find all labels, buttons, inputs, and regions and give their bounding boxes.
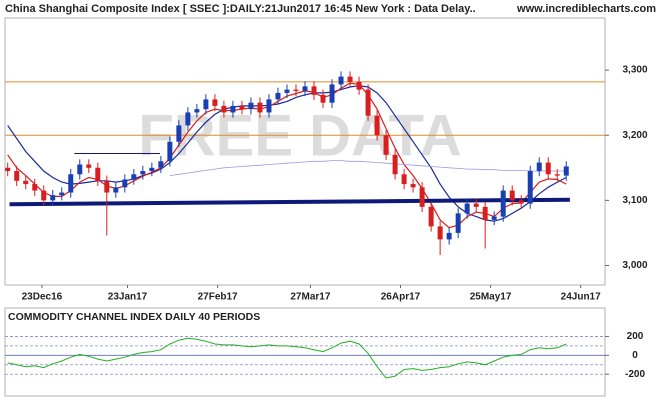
candle-body [536,162,542,172]
candle-body [158,161,164,168]
candle-body [50,195,56,201]
candle-body [113,187,119,193]
candle-body [338,76,344,85]
x-tick-label: 24Jun17 [561,292,601,303]
candle-body [554,174,560,176]
candle-body [320,94,326,103]
y-tick-label: -200 [625,369,645,380]
candle-body [104,180,110,193]
candle-body [365,89,371,116]
candle-body [545,162,551,175]
candle-body [527,171,533,204]
candle-body [32,184,38,191]
y-tick-label: 200 [627,331,644,342]
y-tick-label: 3,200 [622,130,647,141]
candle-body [248,102,254,110]
candle-body [284,89,290,93]
candle-body [203,99,209,110]
candle-body [257,102,263,113]
candle-body [329,84,335,103]
moving-average [7,85,567,222]
candle-body [239,105,245,110]
candle-body [59,192,65,196]
candle-body [518,200,524,204]
candle-body [509,190,515,201]
candle-body [23,180,29,185]
cci-line [7,337,567,379]
candle-body [230,105,236,113]
candle-body [194,109,200,113]
candle-body [482,206,488,220]
watermark: FREE DATA [138,103,461,168]
candle-body [122,179,128,188]
y-tick-label: 3,100 [622,195,647,206]
moving-average [169,160,567,176]
candle-body [176,125,182,142]
candle-body [446,232,452,240]
candle-body [374,115,380,136]
candle-body [356,81,362,90]
price-panel [4,17,606,286]
candle-body [383,135,389,155]
candle-body [95,167,101,181]
candle-body [14,171,20,181]
candle-body [302,86,308,91]
x-tick-label: 26Apr17 [381,292,421,303]
candle-body [68,174,74,193]
cci-title: COMMODITY CHANNEL INDEX DAILY 40 PERIODS [8,311,260,323]
candle-body [401,174,407,185]
candle-body [455,213,461,233]
y-tick-label: 3,000 [622,260,647,271]
y-tick-label: 0 [632,350,638,361]
chart-title: China Shanghai Composite Index [ SSEC ]:… [5,3,476,15]
candle-body [491,216,497,220]
candle-body [140,171,146,175]
candle-body [347,76,353,82]
candle-body [167,141,173,162]
x-tick-label: 27Feb17 [198,292,238,303]
candle-body [293,89,299,91]
candle-body [149,167,155,172]
candle-body [410,184,416,188]
candle-body [428,206,434,227]
source: www.incrediblecharts.com [516,3,656,15]
candle-body [131,174,137,180]
candle-body [275,92,281,100]
candle-body [185,112,191,126]
x-tick-label: 23Jan17 [108,292,148,303]
candle-body [473,203,479,207]
x-tick-label: 27Mar17 [290,292,330,303]
y-tick-label: 3,300 [622,65,647,76]
candle-body [221,105,227,113]
candle-body [86,164,92,168]
candle-body [464,203,470,214]
candle-body [311,86,317,95]
candle-body [212,99,218,106]
cci-panel [4,307,606,397]
candle-body [41,190,47,201]
candle-body [419,187,425,207]
candle-body [437,226,443,240]
candle-body [500,190,506,217]
candle-body [563,166,569,176]
candle-body [392,154,398,175]
x-tick-label: 25May17 [470,292,512,303]
x-tick-label: 23Dec16 [22,292,63,303]
candle-body [5,167,11,172]
candle-body [77,164,83,175]
candle-body [266,99,272,113]
